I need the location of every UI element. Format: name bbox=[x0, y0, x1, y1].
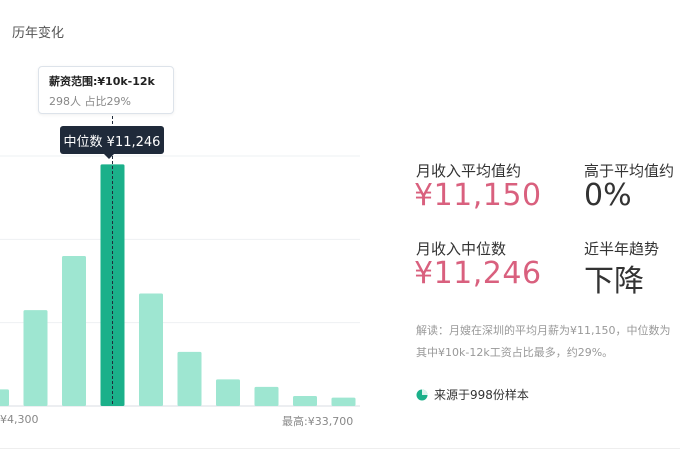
histogram-bar[interactable] bbox=[0, 389, 9, 406]
bars-group bbox=[0, 164, 356, 406]
salary-histogram: 薪资范围:¥10k-12k 298人 占比29% 中位数 ¥11,246 bbox=[0, 60, 360, 440]
histogram-bar[interactable] bbox=[254, 386, 279, 406]
histogram-svg bbox=[0, 96, 360, 407]
sample-source: 来源于998份样本 bbox=[416, 386, 529, 403]
tooltip-range: 薪资范围:¥10k-12k bbox=[49, 75, 155, 88]
tooltip-detail: 298人 占比29% bbox=[49, 95, 131, 108]
pie-chart-icon bbox=[416, 389, 428, 401]
histogram-bar[interactable] bbox=[216, 379, 240, 406]
median-label: 月收入中位数 bbox=[416, 240, 507, 258]
histogram-bar[interactable] bbox=[62, 256, 86, 406]
axis-min-label: ¥4,300 bbox=[0, 413, 39, 426]
trend-label: 近半年趋势 bbox=[584, 240, 660, 258]
trend-value: 下降 bbox=[584, 264, 644, 299]
section-title: 历年变化 bbox=[12, 26, 65, 41]
histogram-bar[interactable] bbox=[23, 310, 48, 406]
above-avg-value: 0% bbox=[584, 178, 632, 213]
axis-max-label: 最高:¥33,700 bbox=[282, 415, 354, 428]
bottom-divider bbox=[0, 448, 680, 449]
histogram-bar[interactable] bbox=[139, 293, 163, 407]
interpretation-line-1: 解读：月嫂在深圳的平均月薪为¥11,150，中位数为 bbox=[416, 324, 671, 337]
histogram-bar[interactable] bbox=[177, 351, 202, 406]
histogram-bar[interactable] bbox=[293, 396, 317, 406]
bar-tooltip: 薪资范围:¥10k-12k 298人 占比29% bbox=[38, 66, 174, 114]
interpretation-text: 解读：月嫂在深圳的平均月薪为¥11,150，中位数为 其中¥10k-12k工资占… bbox=[416, 320, 680, 364]
avg-value: ¥11,150 bbox=[414, 178, 542, 213]
interpretation-line-2: 其中¥10k-12k工资占比最多，约29%。 bbox=[416, 346, 614, 359]
median-value: ¥11,246 bbox=[414, 256, 542, 291]
histogram-bar[interactable] bbox=[100, 164, 125, 406]
sample-source-text: 来源于998份样本 bbox=[434, 388, 529, 402]
histogram-bar[interactable] bbox=[331, 397, 356, 406]
median-tag: 中位数 ¥11,246 bbox=[60, 126, 164, 159]
avg-label: 月收入平均值约 bbox=[416, 162, 522, 180]
above-avg-label: 高于平均值约 bbox=[584, 162, 675, 180]
